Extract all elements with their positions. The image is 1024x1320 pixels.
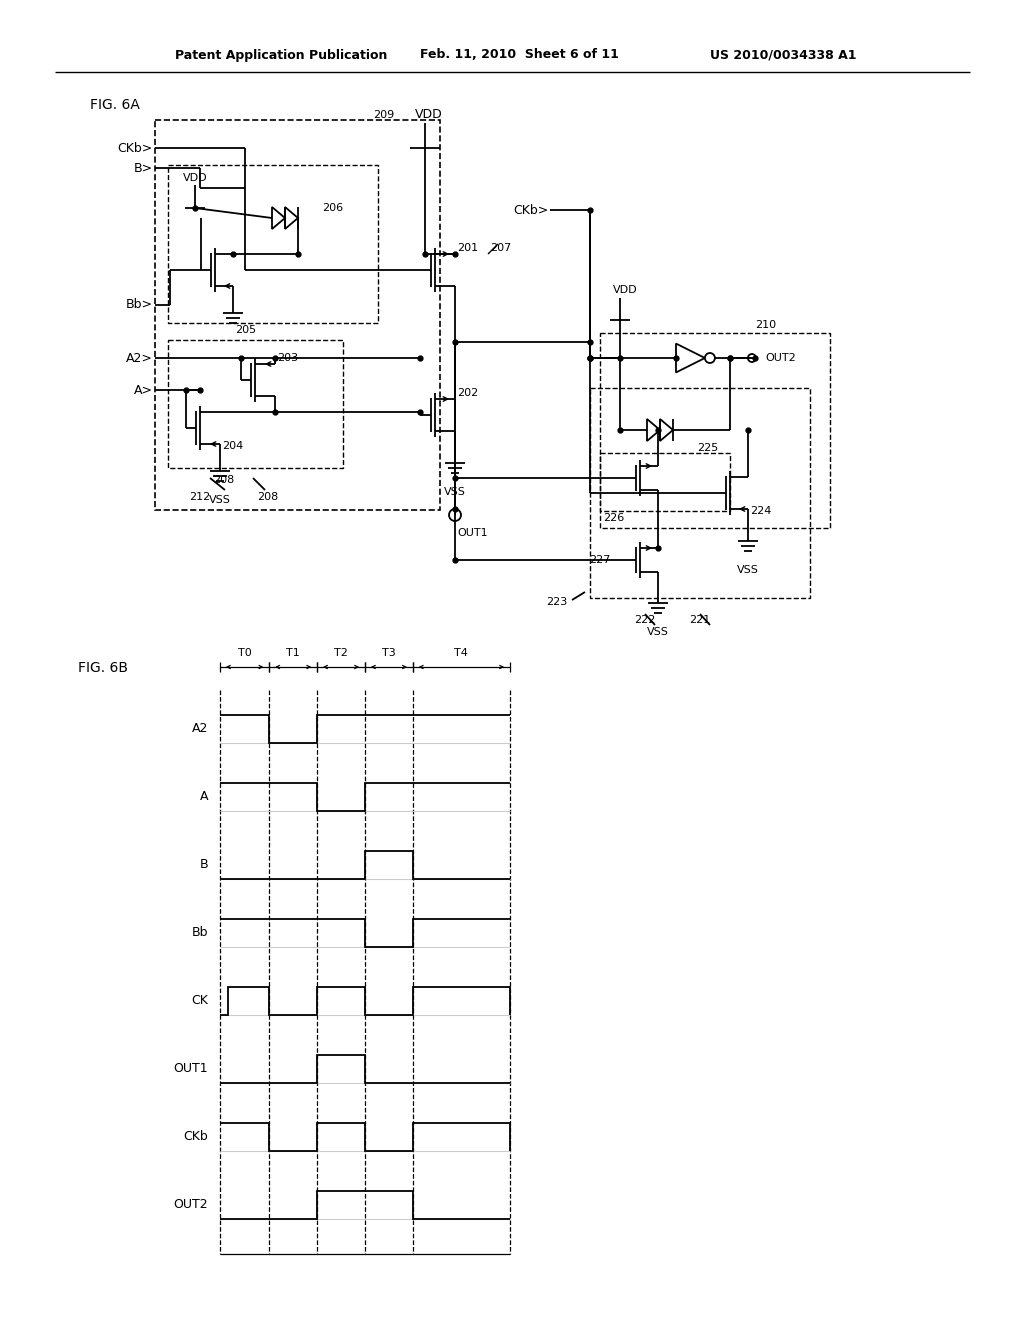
Text: VDD: VDD: [183, 173, 208, 183]
Bar: [168, 165, 378, 323]
Text: Patent Application Publication: Patent Application Publication: [175, 49, 387, 62]
Text: T3: T3: [382, 648, 396, 657]
Bar: [155, 120, 440, 510]
Text: 224: 224: [750, 506, 771, 516]
Text: 209: 209: [373, 110, 394, 120]
Text: 206: 206: [322, 203, 343, 213]
Text: T0: T0: [238, 648, 252, 657]
Text: A>: A>: [134, 384, 153, 396]
Text: VDD: VDD: [415, 108, 442, 121]
Text: 223: 223: [546, 597, 567, 607]
Text: CKb: CKb: [183, 1130, 208, 1143]
Text: 203: 203: [278, 352, 298, 363]
Text: Bb: Bb: [191, 927, 208, 940]
Text: 208: 208: [213, 475, 234, 484]
Text: CK: CK: [191, 994, 208, 1007]
Text: 210: 210: [755, 319, 776, 330]
Text: 204: 204: [222, 441, 244, 451]
Text: 201: 201: [457, 243, 478, 253]
Text: VDD: VDD: [613, 285, 638, 294]
Text: CKb>: CKb>: [118, 141, 153, 154]
Text: OUT1: OUT1: [173, 1063, 208, 1076]
Text: 208: 208: [257, 492, 279, 502]
Text: 226: 226: [603, 513, 625, 523]
Text: A: A: [200, 791, 208, 804]
Text: 205: 205: [234, 325, 256, 335]
Text: CKb>: CKb>: [513, 203, 548, 216]
Text: 221: 221: [689, 615, 711, 624]
Bar: [600, 453, 730, 511]
Text: T2: T2: [334, 648, 348, 657]
Bar: [590, 388, 810, 598]
Text: 202: 202: [457, 388, 478, 399]
Text: OUT2: OUT2: [765, 352, 796, 363]
Text: FIG. 6B: FIG. 6B: [78, 661, 128, 675]
Bar: [168, 341, 343, 469]
Text: 207: 207: [490, 243, 511, 253]
Text: 227: 227: [589, 554, 610, 565]
Text: A2: A2: [191, 722, 208, 735]
Text: T4: T4: [455, 648, 468, 657]
Text: B: B: [200, 858, 208, 871]
Text: VSS: VSS: [737, 565, 759, 576]
Text: Feb. 11, 2010  Sheet 6 of 11: Feb. 11, 2010 Sheet 6 of 11: [420, 49, 618, 62]
Text: OUT2: OUT2: [173, 1199, 208, 1212]
Text: VSS: VSS: [647, 627, 669, 638]
Text: OUT1: OUT1: [457, 528, 487, 539]
Text: 225: 225: [697, 444, 718, 453]
Text: Bb>: Bb>: [126, 298, 153, 312]
Text: T1: T1: [287, 648, 300, 657]
Text: VSS: VSS: [444, 487, 466, 498]
Text: B>: B>: [134, 161, 153, 174]
Text: VSS: VSS: [209, 495, 231, 506]
Bar: [600, 333, 830, 528]
Text: A2>: A2>: [126, 351, 153, 364]
Text: 222: 222: [634, 615, 655, 624]
Text: 212: 212: [189, 492, 211, 502]
Text: FIG. 6A: FIG. 6A: [90, 98, 140, 112]
Text: US 2010/0034338 A1: US 2010/0034338 A1: [710, 49, 856, 62]
